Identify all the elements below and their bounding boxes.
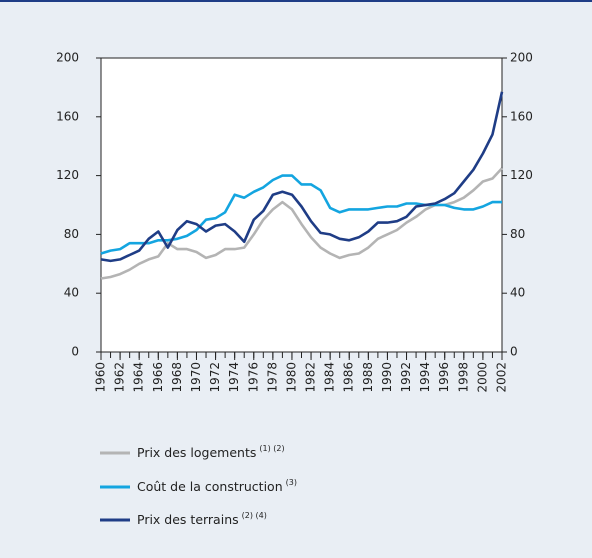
x-tick-label: 1968 (170, 362, 184, 393)
y-tick-label: 200 (56, 51, 79, 65)
x-tick-label: 1988 (361, 362, 375, 393)
y-tick-label: 80 (64, 227, 79, 241)
series-line (100, 91, 504, 263)
y2-tick-label: 200 (510, 51, 533, 65)
x-tick-label: 1978 (265, 362, 279, 393)
legend-entry: Prix des logements (1) (2) (137, 444, 285, 460)
x-tick-label: 1976 (246, 362, 260, 393)
legend-label: Prix des logements (137, 445, 256, 460)
x-tick-label: 1998 (456, 362, 470, 393)
x-tick-label: 1974 (227, 362, 241, 393)
x-tick-label: 1992 (399, 362, 413, 393)
x-tick-label: 1994 (418, 362, 432, 393)
top-rule (0, 0, 592, 2)
x-tick-label: 1990 (380, 362, 394, 393)
x-tick-label: 1980 (284, 362, 298, 393)
series-line (100, 174, 502, 255)
x-tick-label: 1996 (437, 362, 451, 393)
y-tick-label: 160 (56, 109, 79, 123)
x-tick-label: 2000 (475, 362, 489, 393)
legend-note: (3) (286, 478, 297, 487)
x-tick-label: 1986 (342, 362, 356, 393)
y-tick-label: 40 (64, 286, 79, 300)
legend-note: (1) (2) (259, 444, 284, 453)
y2-tick-label: 120 (510, 168, 533, 182)
x-tick-label: 1964 (132, 362, 146, 393)
legend-note: (2) (4) (242, 511, 267, 520)
legend-entry: Coût de la construction (3) (137, 478, 297, 494)
x-tick-label: 1972 (208, 362, 222, 393)
y2-tick-label: 40 (510, 286, 525, 300)
y-tick-label: 0 (71, 345, 79, 359)
legend-entry: Prix des terrains (2) (4) (137, 511, 267, 527)
x-tick-label: 1984 (323, 362, 337, 393)
legend-label: Coût de la construction (137, 479, 283, 494)
y2-tick-label: 160 (510, 109, 533, 123)
x-tick-label: 1966 (151, 362, 165, 393)
x-tick-label: 1962 (113, 362, 127, 393)
x-tick-label: 2002 (495, 362, 509, 393)
x-tick-label: 1982 (304, 362, 318, 393)
y2-tick-label: 0 (510, 345, 518, 359)
x-tick-label: 1960 (94, 362, 108, 393)
y2-tick-label: 80 (510, 227, 525, 241)
y-tick-label: 120 (56, 168, 79, 182)
legend-label: Prix des terrains (137, 512, 239, 527)
x-tick-label: 1970 (189, 362, 203, 393)
